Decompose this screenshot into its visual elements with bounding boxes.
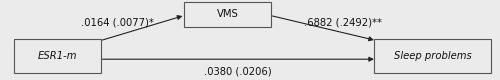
FancyBboxPatch shape [14, 39, 101, 73]
Text: .0164 (.0077)*: .0164 (.0077)* [81, 17, 154, 27]
Text: .6882 (.2492)**: .6882 (.2492)** [304, 17, 382, 27]
Text: VMS: VMS [216, 9, 238, 19]
Text: Sleep problems: Sleep problems [394, 51, 471, 61]
FancyBboxPatch shape [374, 39, 491, 73]
Text: ESR1-m: ESR1-m [38, 51, 77, 61]
FancyBboxPatch shape [184, 2, 271, 27]
Text: .0380 (.0206): .0380 (.0206) [204, 67, 272, 77]
